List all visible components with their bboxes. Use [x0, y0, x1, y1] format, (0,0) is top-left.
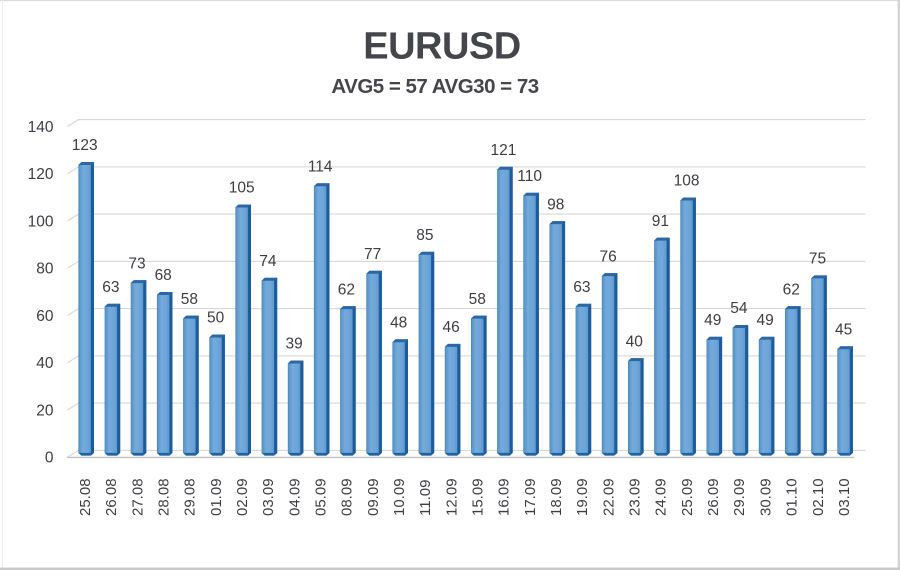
svg-text:30.09: 30.09 [757, 478, 774, 516]
svg-text:03.09: 03.09 [260, 478, 277, 516]
svg-text:123: 123 [72, 137, 98, 154]
svg-text:15.09: 15.09 [470, 478, 487, 516]
svg-text:121: 121 [490, 142, 516, 159]
svg-text:17.09: 17.09 [522, 478, 539, 516]
svg-text:98: 98 [547, 196, 564, 213]
svg-text:03.10: 03.10 [836, 478, 853, 516]
svg-text:40: 40 [626, 333, 644, 350]
svg-text:12.09: 12.09 [443, 478, 460, 516]
svg-text:114: 114 [308, 159, 333, 176]
svg-text:01.10: 01.10 [784, 478, 801, 516]
svg-text:63: 63 [102, 279, 119, 296]
svg-text:105: 105 [229, 180, 255, 197]
svg-text:08.09: 08.09 [339, 478, 356, 516]
svg-text:58: 58 [181, 291, 198, 308]
svg-text:48: 48 [390, 314, 407, 331]
svg-text:26.08: 26.08 [103, 478, 120, 516]
svg-text:39: 39 [285, 336, 302, 353]
svg-text:19.09: 19.09 [574, 478, 591, 516]
svg-text:80: 80 [36, 261, 54, 278]
svg-text:25.08: 25.08 [77, 478, 94, 516]
svg-text:26.09: 26.09 [705, 478, 722, 516]
svg-text:10.09: 10.09 [391, 478, 408, 516]
svg-text:60: 60 [36, 308, 54, 325]
svg-text:22.09: 22.09 [600, 478, 617, 516]
svg-text:27.08: 27.08 [129, 478, 146, 516]
svg-text:63: 63 [573, 279, 590, 296]
svg-text:62: 62 [338, 281, 355, 298]
svg-text:40: 40 [36, 355, 54, 372]
svg-text:09.09: 09.09 [365, 478, 382, 516]
svg-text:05.09: 05.09 [313, 478, 330, 516]
svg-text:29.08: 29.08 [182, 478, 199, 516]
svg-text:02.10: 02.10 [810, 478, 827, 516]
svg-text:49: 49 [756, 312, 773, 329]
svg-text:62: 62 [783, 281, 800, 298]
svg-text:EURUSD: EURUSD [363, 26, 520, 68]
svg-text:28.08: 28.08 [156, 478, 173, 516]
svg-text:68: 68 [155, 267, 172, 284]
svg-text:02.09: 02.09 [234, 478, 251, 516]
svg-text:25.09: 25.09 [679, 478, 696, 516]
svg-text:76: 76 [599, 248, 616, 265]
svg-text:74: 74 [259, 253, 277, 270]
svg-text:29.09: 29.09 [731, 478, 748, 516]
svg-text:01.09: 01.09 [208, 478, 225, 516]
svg-text:54: 54 [730, 300, 748, 317]
svg-text:20: 20 [36, 402, 54, 419]
svg-text:75: 75 [809, 251, 826, 268]
svg-text:49: 49 [704, 312, 721, 329]
svg-text:110: 110 [517, 168, 542, 185]
svg-text:77: 77 [364, 246, 381, 263]
svg-text:16.09: 16.09 [496, 478, 513, 516]
svg-text:140: 140 [28, 119, 54, 136]
svg-text:120: 120 [28, 166, 54, 183]
svg-text:85: 85 [416, 227, 433, 244]
svg-text:23.09: 23.09 [627, 478, 644, 516]
svg-text:04.09: 04.09 [286, 478, 303, 516]
svg-text:AVG5 = 57 AVG30 = 73: AVG5 = 57 AVG30 = 73 [331, 75, 538, 98]
svg-text:11.09: 11.09 [417, 480, 434, 516]
svg-text:0: 0 [45, 450, 54, 467]
svg-text:46: 46 [442, 319, 459, 336]
svg-text:45: 45 [835, 322, 852, 339]
svg-text:91: 91 [652, 213, 669, 230]
svg-text:58: 58 [469, 291, 486, 308]
svg-text:24.09: 24.09 [653, 478, 670, 516]
svg-text:73: 73 [128, 255, 145, 272]
svg-text:50: 50 [207, 310, 225, 327]
svg-text:100: 100 [28, 213, 54, 230]
svg-text:18.09: 18.09 [548, 478, 565, 516]
svg-text:108: 108 [674, 173, 700, 190]
